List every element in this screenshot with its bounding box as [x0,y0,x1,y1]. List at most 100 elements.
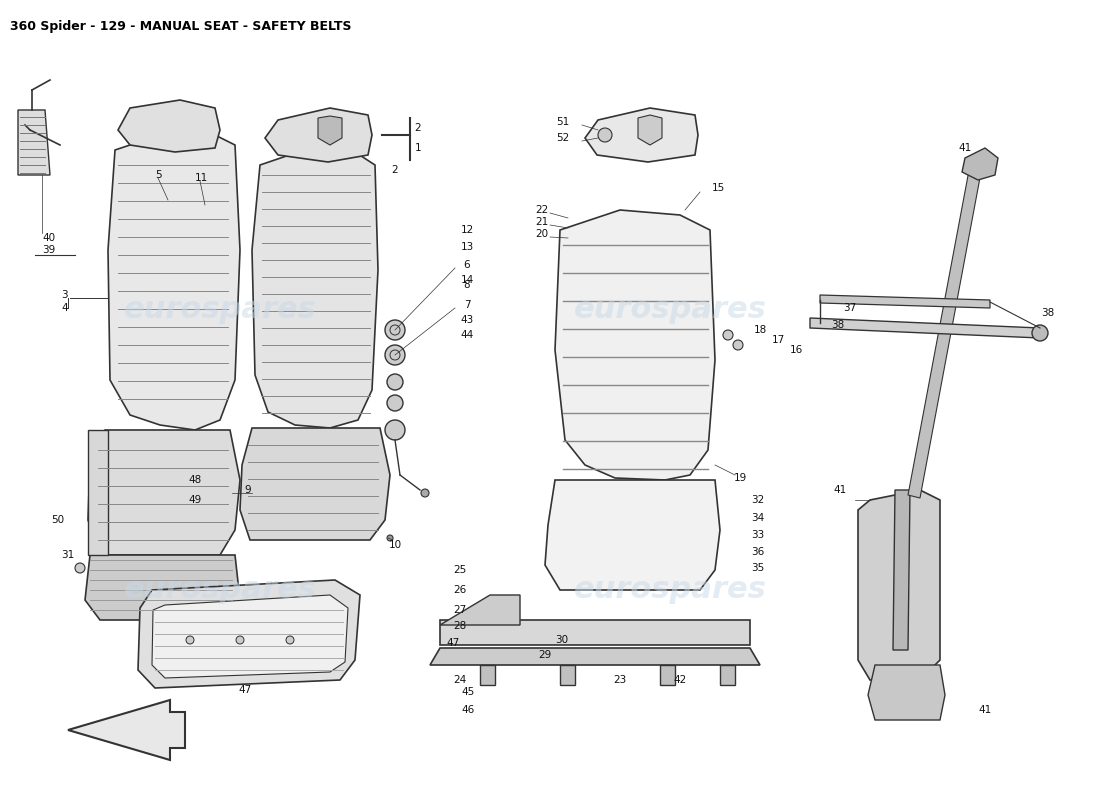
Text: eurospares: eurospares [573,575,767,605]
Text: 25: 25 [453,565,466,575]
Circle shape [421,489,429,497]
Polygon shape [638,115,662,145]
Circle shape [286,636,294,644]
Circle shape [1032,325,1048,341]
Polygon shape [430,648,760,665]
Polygon shape [88,430,108,555]
Circle shape [75,563,85,573]
Text: 19: 19 [734,473,747,483]
Polygon shape [18,110,50,175]
Text: 13: 13 [461,242,474,252]
Text: 49: 49 [188,495,201,505]
Text: 47: 47 [239,685,252,695]
Text: 46: 46 [461,705,474,715]
Text: 6: 6 [464,260,471,270]
Circle shape [733,340,742,350]
Polygon shape [480,665,495,685]
Circle shape [236,636,244,644]
Text: 36: 36 [751,547,764,557]
Text: 16: 16 [790,345,803,355]
Text: 8: 8 [464,280,471,290]
Circle shape [387,535,393,541]
Circle shape [385,420,405,440]
Polygon shape [252,148,378,428]
Text: 41: 41 [834,485,847,495]
Text: 52: 52 [557,133,570,143]
Circle shape [186,636,194,644]
Text: 23: 23 [614,675,627,685]
Text: 45: 45 [461,687,474,697]
Text: 33: 33 [751,530,764,540]
Text: 30: 30 [556,635,569,645]
Text: 29: 29 [538,650,551,660]
Text: 42: 42 [673,675,686,685]
Text: 40: 40 [42,233,55,243]
Text: 2: 2 [415,123,421,133]
Polygon shape [68,700,185,760]
Polygon shape [138,580,360,688]
Text: 47: 47 [447,638,460,648]
Text: 4: 4 [62,303,68,313]
Polygon shape [318,116,342,145]
Text: 26: 26 [453,585,466,595]
Polygon shape [118,100,220,152]
Text: 37: 37 [844,303,857,313]
Text: 34: 34 [751,513,764,523]
Text: 27: 27 [453,605,466,615]
Text: 35: 35 [751,563,764,573]
Text: 38: 38 [1042,308,1055,318]
Text: 48: 48 [188,475,201,485]
Circle shape [723,330,733,340]
Text: 39: 39 [42,245,55,255]
Text: 28: 28 [453,621,466,631]
Polygon shape [720,665,735,685]
Text: 17: 17 [771,335,784,345]
Polygon shape [440,620,750,645]
Polygon shape [858,490,940,680]
Text: eurospares: eurospares [123,575,317,605]
Text: 12: 12 [461,225,474,235]
Text: 10: 10 [388,540,401,550]
Text: eurospares: eurospares [123,295,317,325]
Polygon shape [585,108,698,162]
Text: 18: 18 [754,325,767,335]
Polygon shape [556,210,715,480]
Polygon shape [908,165,982,498]
Circle shape [385,345,405,365]
Polygon shape [544,480,720,590]
Text: 7: 7 [464,300,471,310]
Polygon shape [660,665,675,685]
Text: 11: 11 [195,173,208,183]
Text: 9: 9 [244,485,251,495]
Polygon shape [893,490,910,650]
Circle shape [385,320,405,340]
Text: 20: 20 [535,229,548,239]
Text: 51: 51 [557,117,570,127]
Text: 360 Spider - 129 - MANUAL SEAT - SAFETY BELTS: 360 Spider - 129 - MANUAL SEAT - SAFETY … [10,20,352,33]
Polygon shape [108,130,240,430]
Text: 50: 50 [52,515,65,525]
Text: 32: 32 [751,495,764,505]
Polygon shape [265,108,372,162]
Polygon shape [440,595,520,625]
Text: 43: 43 [461,315,474,325]
Text: 41: 41 [978,705,991,715]
Text: 15: 15 [712,183,725,193]
Polygon shape [88,430,240,555]
Circle shape [598,128,612,142]
Text: 14: 14 [461,275,474,285]
Polygon shape [962,148,998,180]
Text: 24: 24 [453,675,466,685]
Text: 2: 2 [392,165,398,175]
Text: 31: 31 [62,550,75,560]
Polygon shape [810,318,1040,338]
Text: 41: 41 [958,143,971,153]
Circle shape [387,395,403,411]
Text: 44: 44 [461,330,474,340]
Text: 1: 1 [415,143,421,153]
Polygon shape [85,555,240,620]
Polygon shape [240,428,390,540]
Polygon shape [868,665,945,720]
Circle shape [387,374,403,390]
Text: 21: 21 [535,217,548,227]
